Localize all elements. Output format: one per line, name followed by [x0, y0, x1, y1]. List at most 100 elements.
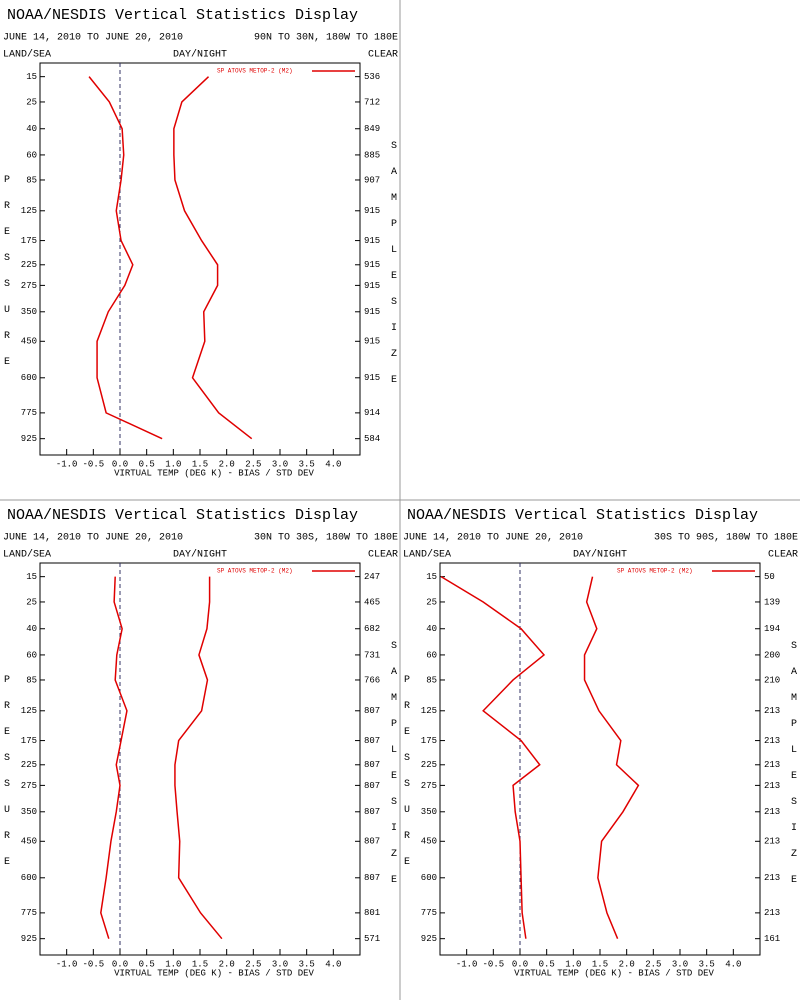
- y-tick-label: 40: [26, 124, 37, 134]
- sample-size: 213: [764, 837, 780, 847]
- chart: NOAA/NESDIS Vertical Statistics Display J…: [403, 507, 798, 978]
- clear: CLEAR: [768, 550, 798, 561]
- y-tick-label: 275: [21, 281, 37, 291]
- sample-size: 213: [764, 781, 780, 791]
- y-tick-label: 275: [21, 781, 37, 791]
- date-range: JUNE 14, 2010 TO JUNE 20, 2010: [3, 533, 183, 544]
- region: 30N TO 30S, 180W TO 180E: [254, 533, 398, 544]
- y-tick-label: 60: [26, 650, 37, 660]
- x-tick-label: 3.5: [699, 959, 715, 969]
- legend-label: SP ATOVS METOP-2 (M2): [217, 568, 293, 575]
- sample-size: 914: [364, 408, 380, 418]
- chart: NOAA/NESDIS Vertical Statistics Display J…: [3, 7, 398, 478]
- y-tick-label: 175: [21, 736, 37, 746]
- x-tick-label: 2.5: [245, 459, 261, 469]
- sample-size: 247: [364, 572, 380, 582]
- day-night: DAY/NIGHT: [173, 49, 227, 61]
- profile-line: [88, 76, 163, 440]
- chart-title: NOAA/NESDIS Vertical Statistics Display: [7, 507, 358, 524]
- x-tick-label: 0.0: [112, 459, 128, 469]
- y-axis-label: PRESSURE: [403, 675, 410, 868]
- sample-size: 213: [764, 760, 780, 770]
- sample-size: 213: [764, 807, 780, 817]
- x-tick-label: 0.5: [539, 959, 555, 969]
- y-tick-label: 600: [421, 873, 437, 883]
- chart-panel: NOAA/NESDIS Vertical Statistics Display J…: [0, 500, 400, 1000]
- y-tick-label: 40: [26, 624, 37, 634]
- date-range: JUNE 14, 2010 TO JUNE 20, 2010: [3, 33, 183, 44]
- sample-size: 807: [364, 760, 380, 770]
- sample-size: 712: [364, 97, 380, 107]
- y-tick-label: 60: [26, 150, 37, 160]
- y2-axis-label: SAMPLE SIZE: [790, 641, 797, 886]
- y-tick-label: 175: [421, 736, 437, 746]
- x-axis-label: VIRTUAL TEMP (DEG K) - BIAS / STD DEV: [114, 468, 314, 478]
- x-tick-label: -1.0: [56, 459, 78, 469]
- sample-size: 807: [364, 781, 380, 791]
- y-tick-label: 15: [26, 72, 37, 82]
- x-tick-label: -1.0: [456, 959, 478, 969]
- x-tick-label: 1.5: [192, 459, 208, 469]
- sample-size: 915: [364, 307, 380, 317]
- sample-size: 161: [764, 934, 780, 944]
- chart-panel: NOAA/NESDIS Vertical Statistics Display J…: [0, 0, 400, 500]
- x-tick-label: 2.5: [645, 959, 661, 969]
- sample-size: 584: [364, 434, 380, 444]
- land-sea: LAND/SEA: [3, 49, 51, 61]
- x-tick-label: 1.0: [565, 959, 581, 969]
- x-tick-label: 0.0: [512, 959, 528, 969]
- sample-size: 210: [764, 675, 780, 685]
- x-axis-label: VIRTUAL TEMP (DEG K) - BIAS / STD DEV: [114, 968, 314, 978]
- profile-line: [173, 76, 253, 440]
- y-tick-label: 15: [426, 572, 437, 582]
- x-tick-label: 4.0: [725, 959, 741, 969]
- y-tick-label: 15: [26, 572, 37, 582]
- sample-size: 536: [364, 72, 380, 82]
- day-night: DAY/NIGHT: [573, 549, 627, 561]
- profile-line: [174, 576, 223, 940]
- x-tick-label: 2.0: [619, 959, 635, 969]
- y-tick-label: 25: [26, 97, 37, 107]
- y-tick-label: 40: [426, 624, 437, 634]
- sample-size: 885: [364, 150, 380, 160]
- y-tick-label: 275: [421, 781, 437, 791]
- x-tick-label: 3.5: [299, 459, 315, 469]
- profile-line: [440, 576, 546, 939]
- x-tick-label: 3.0: [272, 459, 288, 469]
- sample-size: 213: [764, 706, 780, 716]
- sample-size: 465: [364, 597, 380, 607]
- day-night: DAY/NIGHT: [173, 549, 227, 561]
- y-tick-label: 450: [21, 337, 37, 347]
- clear: CLEAR: [368, 50, 398, 61]
- y-tick-label: 350: [21, 307, 37, 317]
- x-tick-label: 2.0: [219, 959, 235, 969]
- sample-size: 915: [364, 206, 380, 216]
- legend-label: SP ATOVS METOP-2 (M2): [217, 68, 293, 75]
- y-axis-label: PRESSURE: [3, 675, 10, 868]
- x-tick-label: 4.0: [325, 959, 341, 969]
- y-tick-label: 225: [21, 260, 37, 270]
- x-tick-label: -0.5: [483, 959, 505, 969]
- sample-size: 682: [364, 624, 380, 634]
- y-tick-label: 775: [421, 908, 437, 918]
- sample-size: 766: [364, 675, 380, 685]
- y-tick-label: 925: [421, 934, 437, 944]
- y-tick-label: 225: [421, 760, 437, 770]
- sample-size: 801: [364, 908, 380, 918]
- region: 90N TO 30N, 180W TO 180E: [254, 33, 398, 44]
- sample-size: 915: [364, 281, 380, 291]
- y-tick-label: 175: [21, 236, 37, 246]
- y-tick-label: 25: [26, 597, 37, 607]
- x-tick-label: 0.5: [139, 459, 155, 469]
- x-tick-label: 3.0: [672, 959, 688, 969]
- y-tick-label: 125: [421, 706, 437, 716]
- legend-label: SP ATOVS METOP-2 (M2): [617, 568, 693, 575]
- sample-size: 907: [364, 175, 380, 185]
- x-tick-label: 3.5: [299, 959, 315, 969]
- sample-size: 807: [364, 706, 380, 716]
- date-range: JUNE 14, 2010 TO JUNE 20, 2010: [403, 533, 583, 544]
- x-tick-label: 2.5: [245, 959, 261, 969]
- y-tick-label: 600: [21, 873, 37, 883]
- y-tick-label: 125: [21, 706, 37, 716]
